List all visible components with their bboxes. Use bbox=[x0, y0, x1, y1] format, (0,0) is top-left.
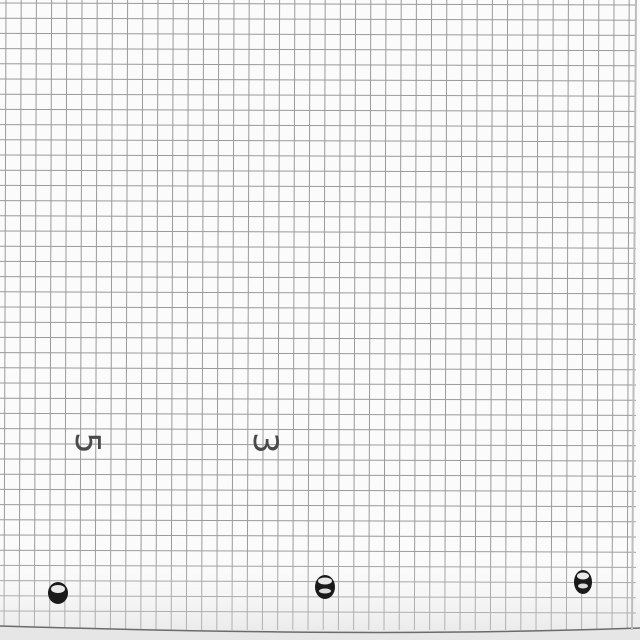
punch-hole-right bbox=[574, 570, 592, 594]
paper-right-edge bbox=[631, 0, 637, 631]
punch-hole-center bbox=[315, 575, 335, 599]
punch-hole-left bbox=[48, 582, 68, 604]
handwritten-digit-5: 5 bbox=[66, 432, 107, 454]
handwritten-digit-3: 3 bbox=[244, 432, 285, 454]
paper-edge-line bbox=[0, 625, 640, 634]
